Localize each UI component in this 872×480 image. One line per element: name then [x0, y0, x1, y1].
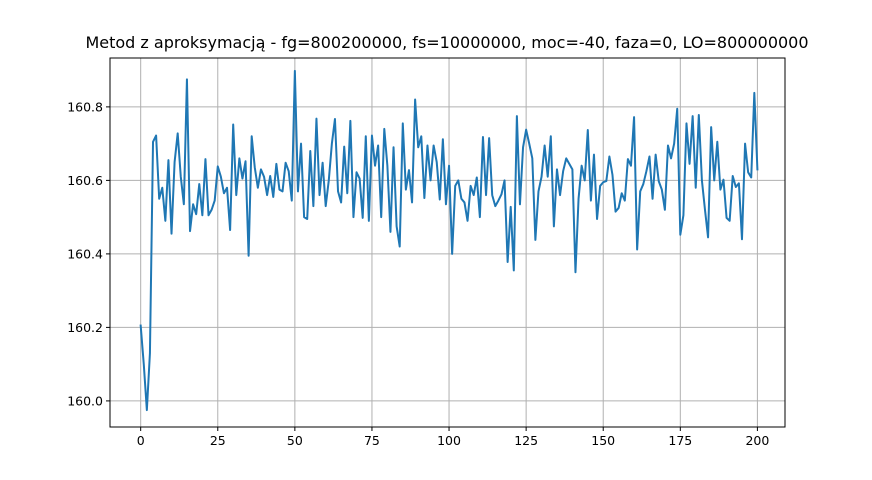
axes-frame: [109, 57, 786, 428]
axes-background: [110, 58, 785, 427]
y-tick-label: 160.2: [67, 320, 103, 335]
series-line: [139, 69, 759, 412]
x-tick-label: 150: [591, 433, 615, 448]
y-axis: 160.0 160.2 160.4 160.6 160.8: [67, 99, 110, 408]
x-tick-label: 125: [514, 433, 538, 448]
chart-title: Metod z aproksymacją - fg=800200000, fs=…: [85, 33, 808, 52]
x-tick-label: 75: [364, 433, 380, 448]
y-tick-label: 160.4: [67, 246, 103, 261]
x-tick-label: 175: [668, 433, 692, 448]
x-tick-label: 0: [137, 433, 145, 448]
x-axis: 0 25 50 75 100 125 150 175 200: [137, 427, 769, 448]
plot-area: [139, 69, 759, 412]
y-tick-label: 160.6: [67, 173, 103, 188]
grid: [110, 58, 785, 427]
x-tick-label: 100: [437, 433, 461, 448]
y-tick-label: 160.8: [67, 99, 103, 114]
x-tick-label: 50: [287, 433, 303, 448]
y-tick-label: 160.0: [67, 393, 103, 408]
x-tick-label: 25: [210, 433, 226, 448]
x-tick-label: 200: [745, 433, 769, 448]
